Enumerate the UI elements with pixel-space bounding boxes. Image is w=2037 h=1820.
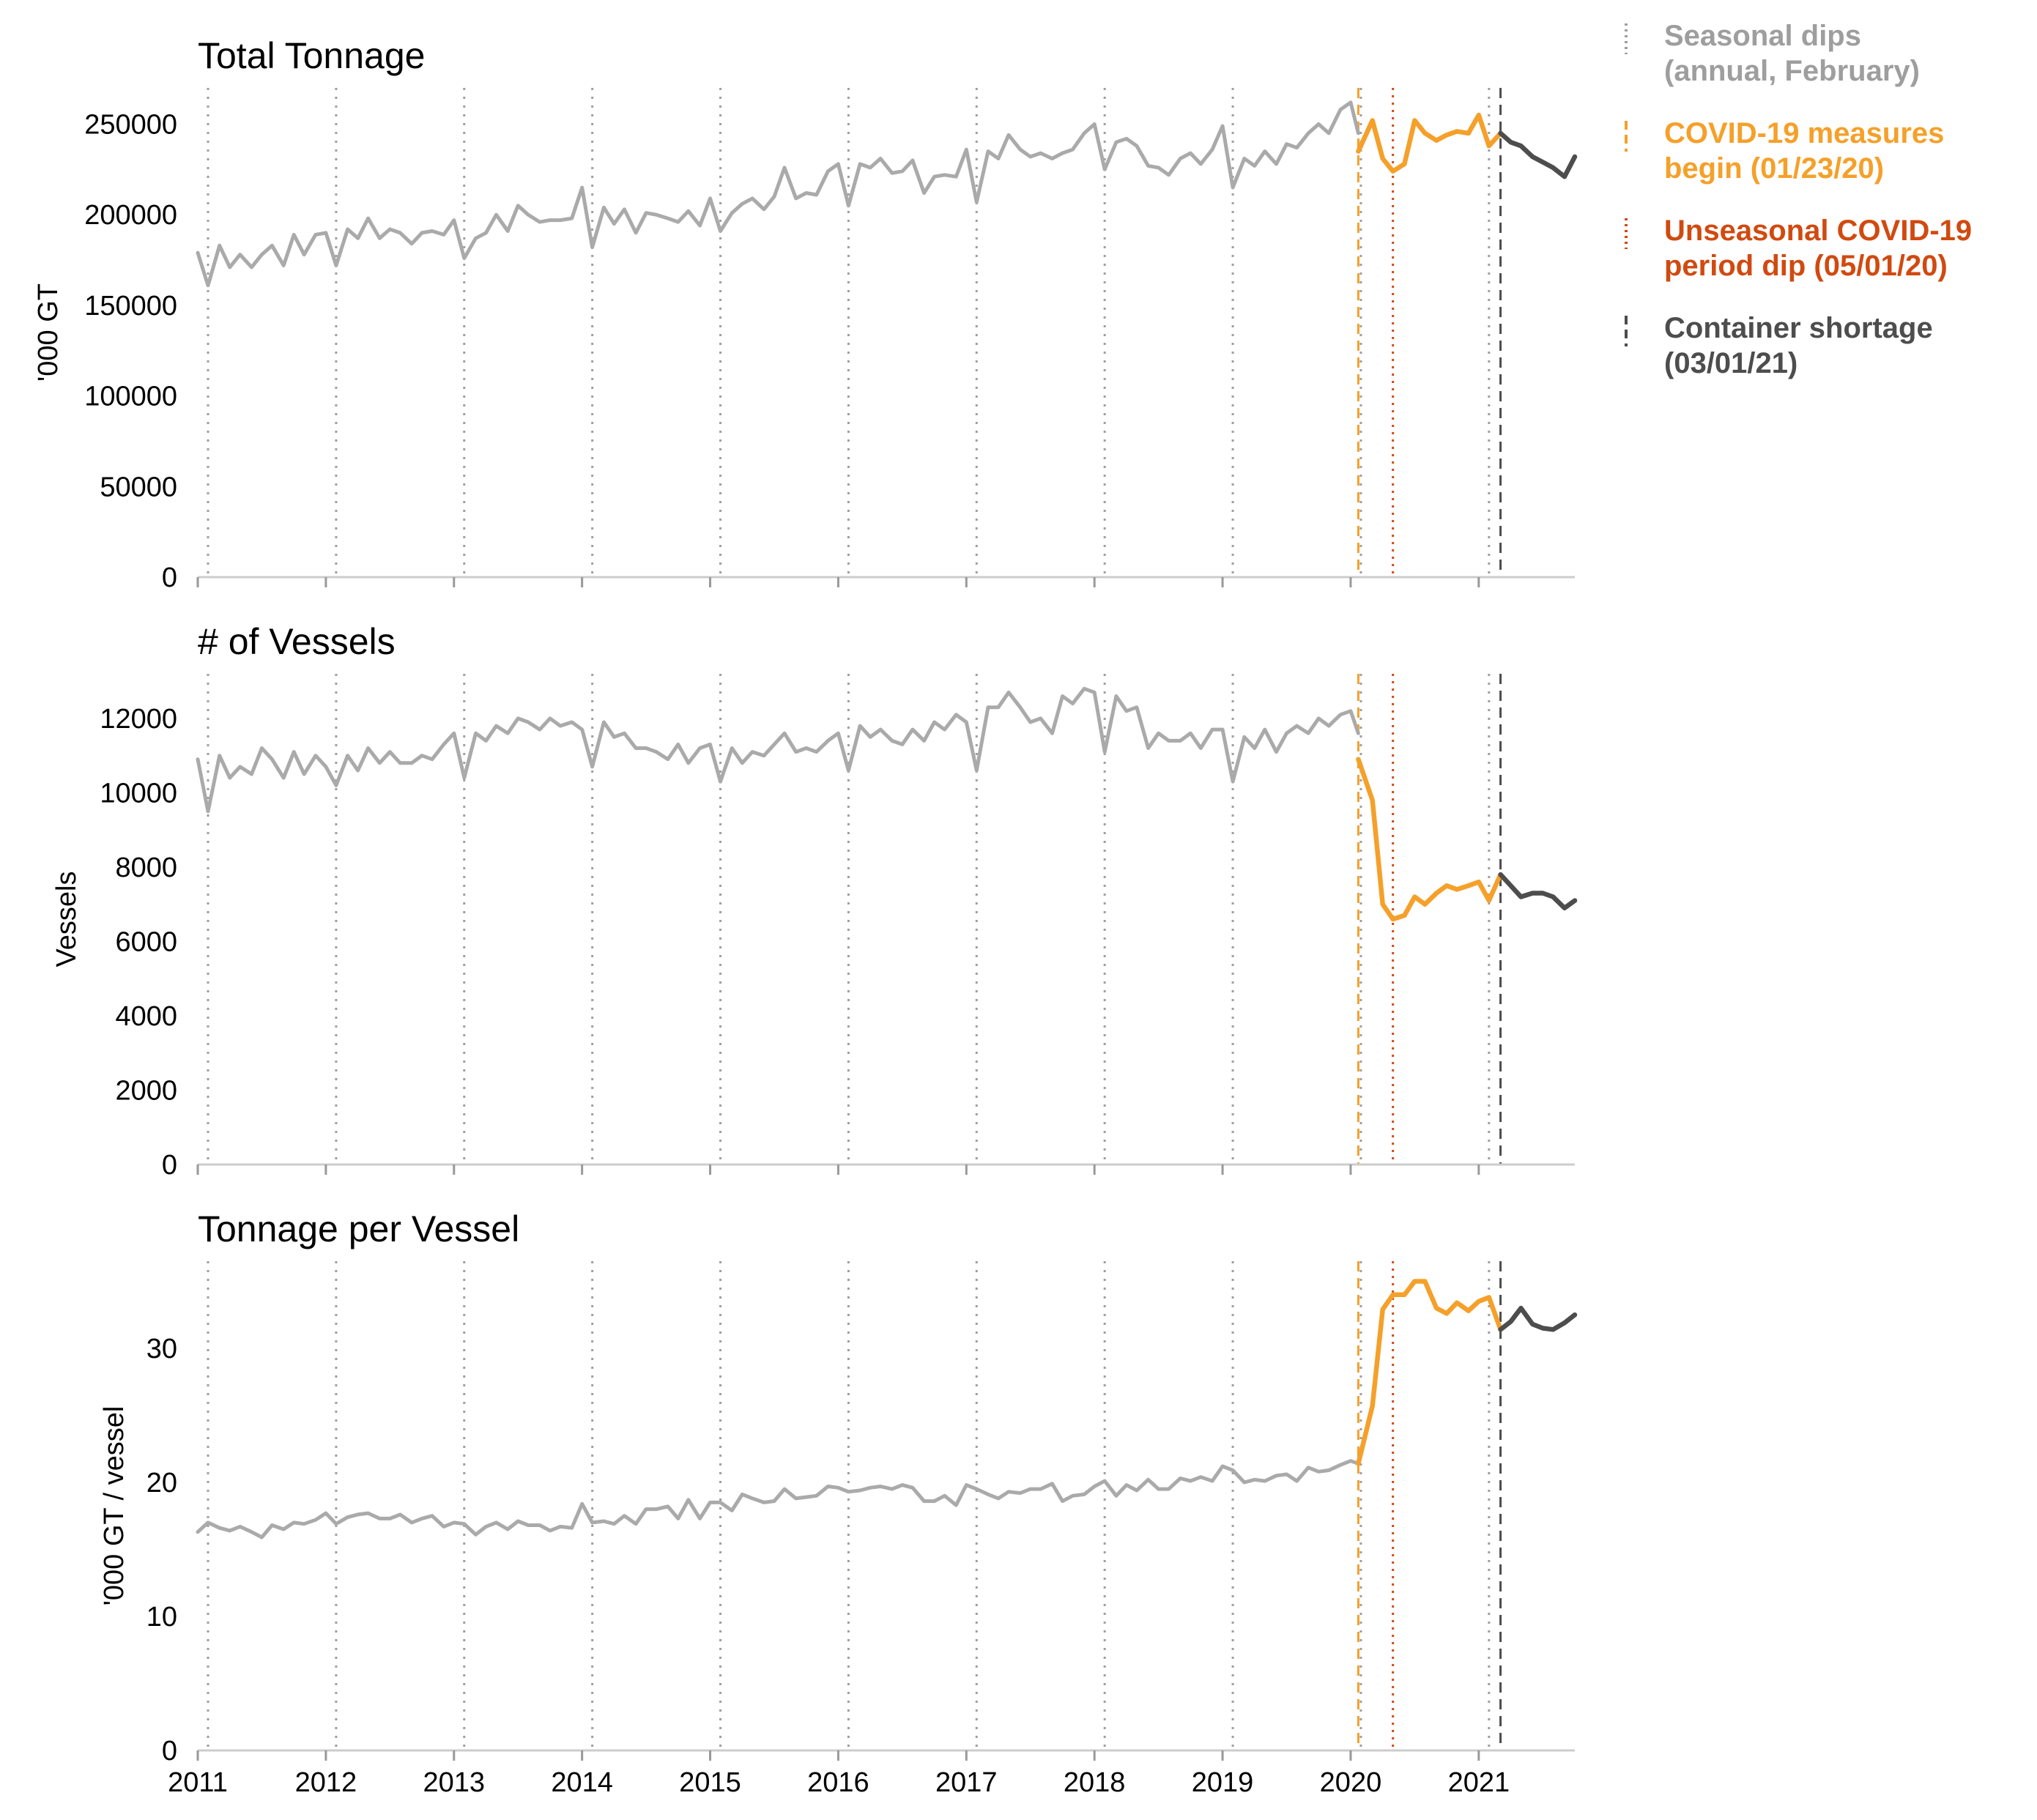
series-line-shortage xyxy=(1498,872,1578,911)
legend-label-line1: COVID-19 measures xyxy=(1664,117,1944,149)
x-tick-label: 2016 xyxy=(807,1767,869,1798)
legend-label-line2: period dip (05/01/20) xyxy=(1664,250,1948,282)
panel-1: 0 2000 4000 6000 8000 10000 12000 # of Vessels V… xyxy=(51,621,1578,1181)
series-line-normal xyxy=(196,686,1360,814)
legend-label-line2: begin (01/23/20) xyxy=(1664,152,1884,185)
legend-label-line2: (03/01/21) xyxy=(1664,347,1797,379)
y-axis-label: '000 GT / vessel xyxy=(99,1406,130,1606)
y-tick-label: 20 xyxy=(146,1468,177,1498)
series-line-normal xyxy=(196,100,1360,288)
y-tick-label: 30 xyxy=(146,1334,177,1364)
x-tick-label: 2020 xyxy=(1320,1767,1382,1798)
legend-label-line1: Container shortage xyxy=(1664,312,1933,344)
y-tick-label: 0 xyxy=(162,1736,177,1767)
panel-title: Total Tonnage xyxy=(198,35,425,76)
y-tick-label: 100000 xyxy=(84,382,177,412)
series-line-covid xyxy=(1356,1279,1503,1466)
legend-label-line1: Seasonal dips xyxy=(1664,20,1861,52)
y-tick-label: 12000 xyxy=(100,704,177,735)
y-tick-label: 250000 xyxy=(84,109,177,140)
series-line-covid xyxy=(1356,112,1503,174)
y-tick-label: 0 xyxy=(162,562,177,593)
x-tick-label: 2011 xyxy=(168,1767,228,1798)
y-tick-label: 200000 xyxy=(84,200,177,231)
y-tick-label: 4000 xyxy=(115,1001,177,1032)
x-tick-label: 2014 xyxy=(551,1767,613,1798)
series-line-shortage xyxy=(1498,130,1578,179)
y-tick-label: 150000 xyxy=(84,291,177,322)
series-line-covid xyxy=(1356,757,1503,922)
legend: Seasonal dips(annual, February) COVID-19 … xyxy=(1625,20,1972,379)
y-tick-label: 0 xyxy=(162,1150,177,1181)
x-tick-label: 2013 xyxy=(423,1767,485,1798)
y-axis-label: Vessels xyxy=(51,872,82,967)
x-tick-label: 2019 xyxy=(1192,1767,1254,1798)
x-tick-label: 2021 xyxy=(1448,1767,1510,1798)
series-line-normal xyxy=(196,1459,1360,1539)
legend-label-line1: Unseasonal COVID-19 xyxy=(1664,215,1972,247)
y-axis-label: '000 GT xyxy=(33,283,64,382)
x-tick-label: 2012 xyxy=(295,1767,357,1798)
y-tick-label: 8000 xyxy=(115,853,177,883)
panel-0: 0 50000 100000 150000 200000 250000 Total Tonn… xyxy=(33,35,1578,593)
x-tick-label: 2015 xyxy=(679,1767,741,1798)
y-tick-label: 50000 xyxy=(100,472,177,502)
panel-2: 2011 2012 2013 2014 2015 2016 2017 2018 2019 2020… xyxy=(99,1208,1578,1798)
panel-title: # of Vessels xyxy=(198,621,396,662)
y-tick-label: 10000 xyxy=(100,778,177,809)
x-tick-label: 2018 xyxy=(1064,1767,1126,1798)
series-line-shortage xyxy=(1498,1305,1578,1332)
legend-item-3: Container shortage(03/01/21) xyxy=(1625,312,1933,379)
y-tick-label: 10 xyxy=(146,1602,177,1633)
y-tick-label: 6000 xyxy=(115,926,177,957)
legend-label-line2: (annual, February) xyxy=(1664,55,1920,87)
legend-item-0: Seasonal dips(annual, February) xyxy=(1625,20,1920,87)
panel-title: Tonnage per Vessel xyxy=(198,1208,519,1249)
x-tick-label: 2017 xyxy=(935,1767,998,1798)
y-tick-label: 2000 xyxy=(115,1075,177,1106)
